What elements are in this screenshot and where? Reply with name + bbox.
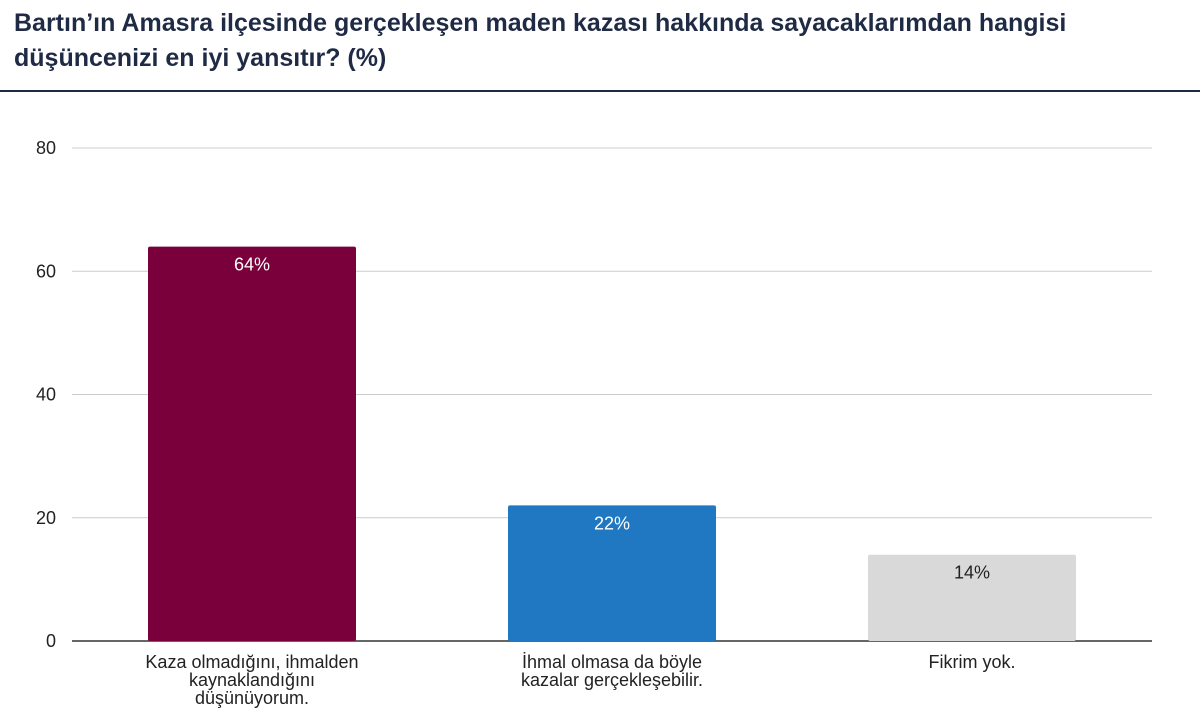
y-tick-label: 20: [36, 508, 56, 528]
y-tick-label: 60: [36, 261, 56, 281]
y-tick-label: 0: [46, 631, 56, 651]
x-category-label-line: kazalar gerçekleşebilir.: [521, 670, 703, 690]
bar: [868, 554, 1076, 641]
bar: [148, 246, 356, 641]
x-category-label: İhmal olmasa da böyle kazalar gerçekleşeb…: [521, 652, 703, 690]
x-category-label: Fikrim yok.: [929, 652, 1016, 672]
x-category-label: Kaza olmadığını, ihmalden kaynaklandığını…: [145, 652, 358, 708]
data-label: 64%: [234, 255, 270, 275]
bars: [148, 246, 1076, 641]
chart-title: Bartın’ın Amasra ilçesinde gerçekleşen m…: [14, 6, 1184, 76]
bar: [508, 505, 716, 641]
x-category-label-line: kaynaklandığını: [189, 670, 315, 690]
data-label: 22%: [594, 513, 630, 533]
x-axis-categories: Kaza olmadığını, ihmalden kaynaklandığını…: [145, 652, 1015, 708]
x-category-label-line: İhmal olmasa da böyle: [522, 652, 702, 672]
bar-chart: 0 20 40 60 80 64% 22% 14% Kaza olmadığını, ihm…: [36, 138, 1152, 708]
chart-title-text: Bartın’ın Amasra ilçesinde gerçekleşen m…: [14, 9, 1067, 72]
x-category-label-line: düşünüyorum.: [195, 688, 309, 708]
y-tick-label: 40: [36, 385, 56, 405]
x-category-label-line: Kaza olmadığını, ihmalden: [145, 652, 358, 672]
chart-header: Bartın’ın Amasra ilçesinde gerçekleşen m…: [0, 0, 1200, 92]
chart-title-unit: (%): [347, 44, 387, 72]
y-tick-label: 80: [36, 138, 56, 158]
x-category-label-line: Fikrim yok.: [929, 652, 1016, 672]
data-label: 14%: [954, 563, 990, 583]
data-labels: 64% 22% 14%: [234, 255, 990, 583]
y-axis-ticks: 0 20 40 60 80: [36, 138, 56, 651]
